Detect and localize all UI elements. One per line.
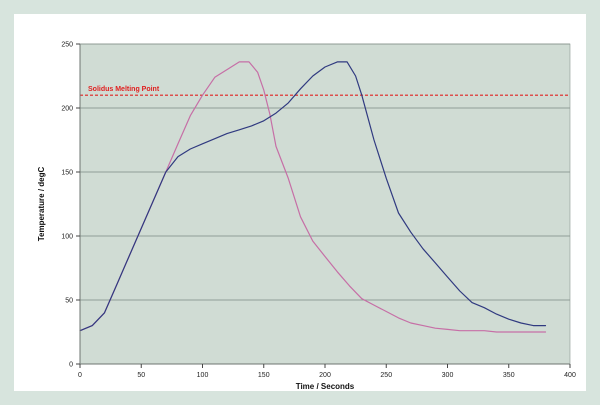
- y-tick-label: 150: [61, 170, 73, 177]
- series-group: [79, 61, 547, 333]
- tick-labels: 0 50 100 150 200 250 0 50 100 150 200 250 300 350 400: [61, 42, 576, 380]
- x-tick-label: 300: [442, 372, 454, 379]
- series-line-2: [79, 61, 547, 332]
- y-tick-label: 100: [61, 234, 73, 241]
- solidus-label: Solidus Melting Point: [88, 86, 160, 93]
- reference-line-group: Solidus Melting Point: [80, 86, 570, 96]
- x-tick-label: 250: [380, 372, 392, 379]
- x-tick-label: 400: [564, 372, 576, 379]
- gridlines: [80, 43, 570, 301]
- y-tick-label: 50: [65, 298, 73, 305]
- plot-area: [80, 44, 570, 364]
- x-axis-title: Time / Seconds: [296, 382, 355, 391]
- x-tick-label: 350: [503, 372, 515, 379]
- y-tick-label: 0: [69, 362, 73, 369]
- x-tick-label: 200: [319, 372, 331, 379]
- y-axis-title: Temperature / degC: [37, 167, 46, 242]
- x-tick-label: 150: [258, 372, 270, 379]
- y-tick-label: 200: [61, 106, 73, 113]
- line-chart: Solidus Melting Point 0 50 100 150 200 250 0 50…: [37, 42, 576, 392]
- x-tick-label: 100: [197, 372, 209, 379]
- x-tick-label: 0: [78, 372, 82, 379]
- x-tick-label: 50: [137, 372, 145, 379]
- chart-frame: Solidus Melting Point 0 50 100 150 200 250 0 50…: [14, 14, 586, 391]
- y-tick-label: 250: [61, 42, 73, 49]
- axes: [76, 43, 571, 368]
